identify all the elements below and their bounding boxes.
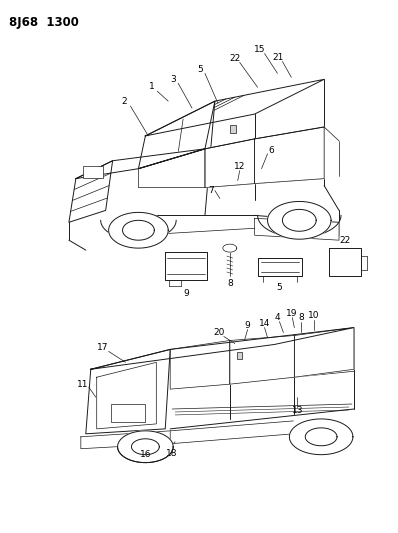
Text: 17: 17: [97, 343, 108, 352]
Bar: [230, 125, 236, 133]
Text: 18: 18: [166, 449, 178, 458]
Polygon shape: [170, 341, 230, 389]
Text: 9: 9: [245, 321, 250, 330]
Text: 5: 5: [277, 284, 282, 292]
Text: 8: 8: [298, 313, 304, 322]
Text: 10: 10: [308, 311, 320, 320]
Polygon shape: [131, 439, 159, 455]
Text: 16: 16: [140, 450, 151, 459]
Polygon shape: [255, 219, 339, 240]
Text: 8J68  1300: 8J68 1300: [9, 16, 79, 29]
Polygon shape: [97, 362, 156, 429]
Polygon shape: [91, 328, 354, 369]
Bar: [111, 404, 145, 422]
Polygon shape: [255, 127, 324, 183]
Polygon shape: [258, 258, 302, 276]
Text: 13: 13: [292, 407, 303, 416]
Polygon shape: [205, 139, 255, 188]
Polygon shape: [69, 161, 113, 222]
Polygon shape: [165, 252, 207, 280]
Polygon shape: [145, 79, 324, 136]
Polygon shape: [230, 335, 295, 384]
Text: 14: 14: [259, 319, 270, 328]
Text: 3: 3: [170, 75, 176, 84]
Polygon shape: [139, 149, 205, 188]
Text: 19: 19: [286, 309, 297, 318]
Polygon shape: [76, 149, 205, 179]
Text: 1: 1: [150, 82, 155, 91]
Text: 21: 21: [273, 53, 284, 62]
Text: 11: 11: [77, 379, 89, 389]
Bar: [83, 166, 103, 177]
Text: 20: 20: [213, 328, 224, 337]
Text: 4: 4: [275, 313, 280, 322]
Text: 5: 5: [197, 65, 203, 74]
Polygon shape: [139, 101, 215, 168]
Polygon shape: [283, 209, 316, 231]
Polygon shape: [305, 428, 337, 446]
Text: 6: 6: [269, 147, 274, 155]
Text: 15: 15: [254, 45, 265, 54]
Polygon shape: [223, 244, 237, 252]
Bar: [237, 352, 242, 359]
Polygon shape: [329, 248, 361, 276]
Text: 2: 2: [122, 96, 127, 106]
Polygon shape: [295, 328, 354, 377]
Text: 8: 8: [227, 279, 233, 288]
Text: 9: 9: [183, 289, 189, 298]
Polygon shape: [123, 220, 154, 240]
Text: 12: 12: [234, 162, 246, 171]
Polygon shape: [117, 431, 173, 463]
Text: 22: 22: [339, 236, 351, 245]
Polygon shape: [86, 350, 170, 434]
Text: 7: 7: [208, 186, 214, 195]
Polygon shape: [289, 419, 353, 455]
Text: 22: 22: [229, 54, 240, 63]
Polygon shape: [267, 201, 331, 239]
Polygon shape: [81, 431, 170, 449]
Polygon shape: [109, 212, 168, 248]
